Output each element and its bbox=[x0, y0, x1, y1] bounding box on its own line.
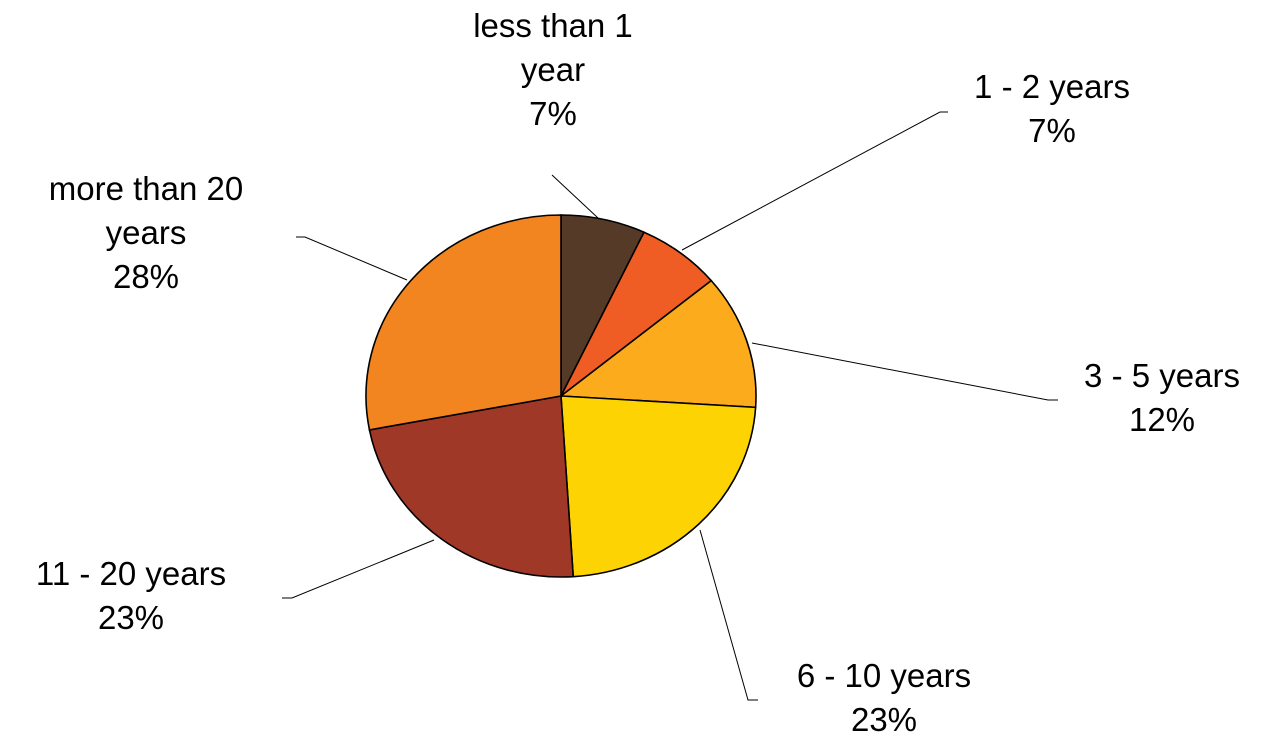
data-label-category: 11 - 20 years bbox=[36, 555, 226, 592]
pie-slices bbox=[365, 214, 757, 578]
data-label-3: 6 - 10 years 23% bbox=[797, 657, 971, 738]
data-label-category: year bbox=[521, 51, 585, 88]
leader-line-1 bbox=[681, 111, 948, 251]
leader-line-4 bbox=[282, 539, 435, 599]
data-label-category: years bbox=[106, 214, 187, 251]
pie-slice-5 bbox=[365, 214, 562, 431]
pie-slice-3 bbox=[560, 395, 757, 578]
data-label-percent: 23% bbox=[851, 701, 917, 738]
leader-line-2 bbox=[751, 342, 1058, 401]
leader-line-3 bbox=[699, 529, 758, 701]
data-label-2: 3 - 5 years 12% bbox=[1084, 357, 1240, 438]
leader-lines bbox=[282, 111, 1058, 701]
data-label-category: 1 - 2 years bbox=[974, 68, 1130, 105]
pie-slice-2 bbox=[558, 279, 757, 409]
data-labels: less than 1 year 7% 1 - 2 years 7% 3 - 5 year… bbox=[36, 7, 1240, 738]
leader-line-0 bbox=[551, 174, 599, 219]
data-label-percent: 7% bbox=[1028, 112, 1076, 149]
pie-slice-4 bbox=[368, 395, 575, 578]
data-label-percent: 7% bbox=[529, 95, 577, 132]
data-label-percent: 23% bbox=[98, 599, 164, 636]
data-label-percent: 12% bbox=[1129, 401, 1195, 438]
data-label-percent: 28% bbox=[113, 258, 179, 295]
data-label-category: 3 - 5 years bbox=[1084, 357, 1240, 394]
data-label-4: 11 - 20 years 23% bbox=[36, 555, 226, 636]
data-label-0: less than 1 year 7% bbox=[473, 7, 633, 132]
leader-line-5 bbox=[296, 236, 408, 281]
data-label-category: more than 20 bbox=[49, 170, 243, 207]
data-label-5: more than 20 years 28% bbox=[49, 170, 243, 295]
data-label-category: less than 1 bbox=[473, 7, 633, 44]
data-label-1: 1 - 2 years 7% bbox=[974, 68, 1130, 149]
data-label-category: 6 - 10 years bbox=[797, 657, 971, 694]
